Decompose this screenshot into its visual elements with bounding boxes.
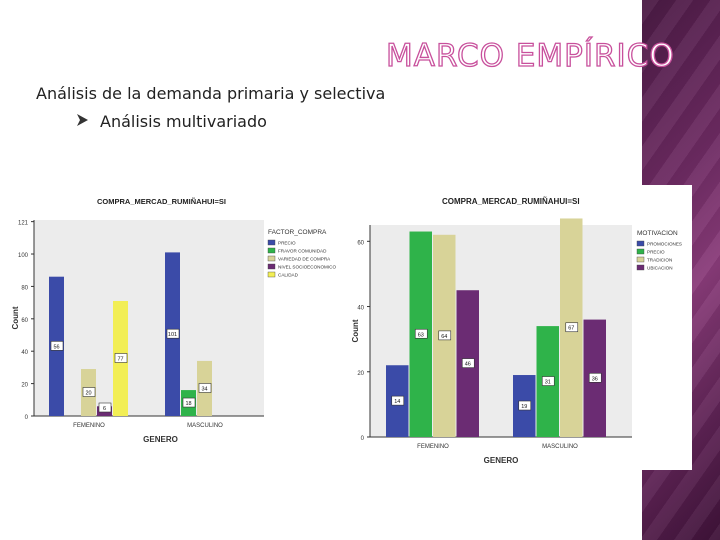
bullet-text: Análisis multivariado: [100, 112, 267, 131]
y-tick-label: 60: [357, 240, 364, 246]
data-label: 77: [117, 356, 123, 362]
bullet-item: Análisis multivariado: [76, 112, 267, 131]
y-tick-label: 121: [18, 221, 29, 227]
y-tick-label: 40: [21, 350, 28, 356]
data-label: 64: [441, 334, 447, 340]
data-label: 20: [85, 391, 91, 397]
arrow-bullet-icon: [76, 112, 100, 131]
data-label-box: [98, 402, 112, 413]
data-label: 34: [201, 386, 207, 392]
data-label-box: [565, 322, 579, 333]
data-label-box: [391, 395, 405, 406]
legend-label: CALIDAD: [278, 273, 299, 278]
chart-motivacion: COMPRA_MERCAD_RUMIÑAHUI=SI 0 20 40 60 Count FE…: [350, 185, 692, 470]
chart-title: COMPRA_MERCAD_RUMIÑAHUI=SI: [97, 197, 226, 206]
data-label: 46: [465, 362, 471, 368]
legend-swatch: [267, 263, 276, 270]
data-label: 67: [568, 326, 574, 332]
x-axis-label: GENERO: [484, 456, 519, 465]
legend-swatch: [267, 255, 276, 262]
y-tick-label: 60: [21, 318, 28, 324]
legend-label: TRADICION: [647, 258, 672, 263]
data-label: 36: [592, 376, 598, 382]
legend-title: FACTOR_COMPRA: [268, 229, 327, 236]
data-label-box: [518, 400, 532, 411]
data-label: 101: [168, 332, 177, 338]
data-label: 14: [394, 399, 400, 405]
data-label-box: [588, 372, 602, 383]
y-tick-label: 20: [21, 383, 28, 389]
legend-swatch: [267, 247, 276, 254]
data-label-box: [461, 358, 475, 368]
x-tick-label: MASCULINO: [187, 423, 223, 429]
y-tick-label: 40: [357, 306, 364, 312]
plot-area: [34, 220, 264, 416]
data-label: 6: [103, 406, 106, 412]
data-label-box: [82, 387, 96, 397]
legend-swatch: [267, 239, 276, 246]
data-label-box: [166, 328, 180, 339]
y-tick-label: 80: [21, 285, 28, 291]
data-label-box: [198, 383, 212, 393]
legend-swatch: [636, 264, 645, 271]
legend-label: VARIEDAD DE COMPRA: [278, 257, 331, 262]
legend-swatch: [636, 240, 645, 247]
x-tick-label: FEMENINO: [417, 444, 449, 450]
y-tick-label: 0: [361, 436, 365, 442]
chart-motivacion-svg: COMPRA_MERCAD_RUMIÑAHUI=SI 0 20 40 60 Count FE…: [351, 197, 682, 465]
legend-label: PROMOCIONES: [647, 242, 682, 247]
y-tick-label: 0: [25, 415, 29, 421]
data-label: 63: [418, 332, 424, 338]
y-tick-label: 20: [357, 371, 364, 377]
data-label: 56: [53, 344, 59, 350]
legend-label: UBICACION: [647, 266, 673, 271]
y-axis-label: Count: [351, 319, 360, 342]
data-label-box: [50, 341, 64, 351]
x-tick-label: FEMENINO: [73, 423, 105, 429]
y-axis-label: Count: [11, 306, 20, 329]
legend-label: FRAVOR COMUNIDAD: [278, 249, 327, 254]
data-label-box: [414, 328, 428, 339]
data-label-box: [114, 353, 128, 363]
slide-subtitle: Análisis de la demanda primaria y select…: [36, 84, 386, 103]
x-axis-label: GENERO: [143, 435, 178, 444]
data-label: 18: [185, 401, 191, 407]
chart-factor-compra: COMPRA_MERCAD_RUMIÑAHUI=SI 0 20 40 60 80 100 12…: [10, 188, 350, 450]
x-tick-label: MASCULINO: [542, 444, 578, 450]
legend-swatch: [636, 248, 645, 255]
data-label-box: [541, 376, 555, 386]
slide-title: MARCO EMPÍRICO: [385, 37, 675, 74]
y-tick-label: 100: [18, 253, 29, 259]
legend-label: PRECIO: [278, 241, 296, 246]
data-label: 31: [545, 380, 551, 386]
data-label-box: [182, 397, 196, 408]
data-label-box: [438, 330, 452, 341]
legend-label: PRECIO: [647, 250, 665, 255]
chart-title: COMPRA_MERCAD_RUMIÑAHUI=SI: [442, 197, 580, 206]
legend-title: MOTIVACION: [637, 230, 678, 237]
chart-factor-compra-svg: COMPRA_MERCAD_RUMIÑAHUI=SI 0 20 40 60 80 100 12…: [11, 197, 336, 444]
data-label: 19: [521, 404, 527, 410]
legend-swatch: [267, 271, 276, 278]
legend-swatch: [636, 256, 645, 263]
legend-label: NIVEL SOCIOECONOMICO: [278, 265, 336, 270]
